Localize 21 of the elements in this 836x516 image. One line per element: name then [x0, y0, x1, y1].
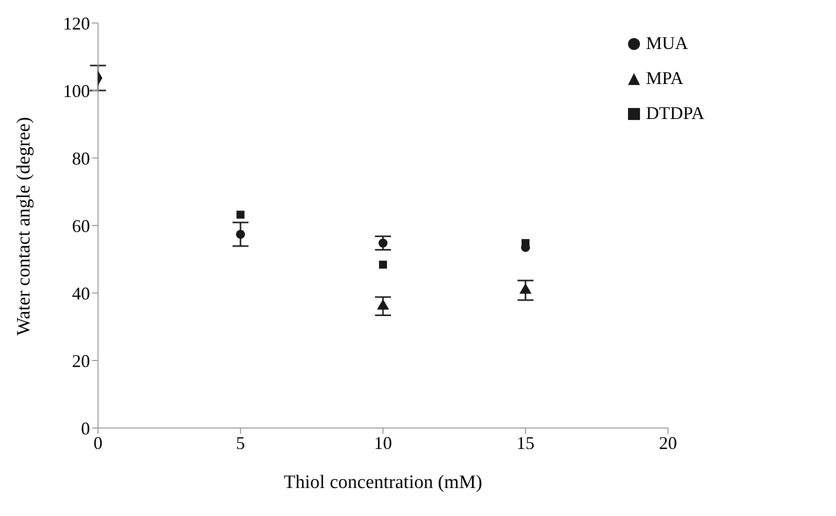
x-tick-label: 15	[516, 432, 534, 453]
legend-label: MPA	[646, 68, 684, 89]
point	[378, 238, 388, 248]
x-axis-title: Thiol concentration (mM)	[284, 472, 482, 493]
y-tick-label: 60	[72, 216, 90, 236]
y-tick-label: 0	[81, 418, 90, 438]
x-tick-label: 10	[374, 432, 392, 453]
legend-label: MUA	[646, 33, 688, 54]
y-tick-label: 120	[63, 13, 90, 34]
x-tick-label: 20	[659, 432, 677, 453]
y-axis-title: Water contact angle (degree)	[14, 117, 35, 336]
point	[379, 260, 387, 269]
point	[236, 230, 246, 239]
y-tick-label: 20	[72, 350, 90, 371]
x-tick-label: 5	[236, 432, 245, 453]
y-tick-label: 80	[72, 148, 90, 168]
x-tick-label: 0	[94, 432, 102, 453]
y-tick-label: 40	[72, 283, 90, 304]
y-tick-label: 100	[63, 80, 90, 101]
point	[236, 210, 244, 219]
legend-label: DTDPA	[646, 103, 704, 124]
